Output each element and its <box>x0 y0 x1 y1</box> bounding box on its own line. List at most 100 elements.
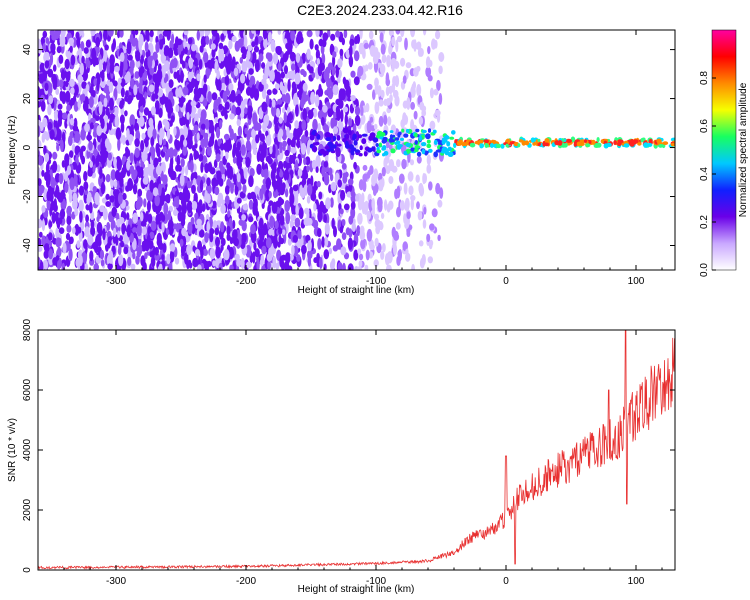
signal-ridge-cell <box>670 142 675 147</box>
spectral-noise-cell <box>315 30 320 38</box>
spectral-noise-cell <box>44 152 50 163</box>
spectral-noise-cell <box>62 112 68 120</box>
y-tick-label: 0 <box>22 567 33 573</box>
spectral-noise-cell <box>415 42 421 50</box>
spectral-noise-cell <box>342 106 349 113</box>
spectral-noise-cell <box>103 97 108 108</box>
spectral-noise-cell <box>335 30 341 38</box>
spectral-noise-cell <box>203 135 209 148</box>
spectral-noise-cell <box>405 248 409 255</box>
spectral-noise-cell <box>200 246 204 260</box>
spectral-noise-cell <box>413 39 417 52</box>
spectral-noise-cell <box>267 260 271 270</box>
spectral-noise-cell <box>152 187 159 197</box>
spectral-noise-cell <box>85 214 89 223</box>
spectrogram-cells <box>38 30 675 270</box>
spectral-noise-cell <box>287 112 294 122</box>
spectral-noise-cell <box>122 155 127 163</box>
spectral-noise-cell <box>261 161 265 171</box>
spectral-noise-cell <box>306 64 311 71</box>
chart-title: C2E3.2024.233.04.42.R16 <box>297 2 463 18</box>
spectral-noise-cell <box>388 176 394 184</box>
spectral-noise-cell <box>105 174 111 183</box>
spectral-noise-cell <box>102 207 108 221</box>
spectral-noise-cell <box>38 125 41 138</box>
spectral-noise-cell <box>402 112 407 125</box>
spectral-noise-cell <box>193 150 200 160</box>
spectral-noise-cell <box>274 83 280 90</box>
spectral-noise-cell <box>168 147 175 159</box>
spectral-noise-cell <box>245 78 250 86</box>
signal-ridge-cell <box>469 142 476 148</box>
spectral-noise-cell <box>398 173 405 184</box>
spectral-noise-cell <box>43 145 47 156</box>
spectral-noise-cell <box>273 116 278 126</box>
spectral-noise-cell <box>428 60 433 67</box>
spectral-noise-cell <box>256 163 262 175</box>
spectral-noise-cell <box>362 164 368 171</box>
spectral-noise-cell <box>148 117 154 127</box>
spectral-noise-cell <box>183 126 189 138</box>
signal-ridge-cell <box>563 143 568 148</box>
spectral-noise-cell <box>295 65 300 76</box>
spectral-noise-cell <box>283 111 287 124</box>
spectral-noise-cell <box>429 223 435 231</box>
spectral-noise-cell <box>323 249 330 260</box>
spectral-noise-cell <box>180 158 185 168</box>
spectral-noise-cell <box>279 214 285 226</box>
signal-ridge-cell <box>640 138 645 143</box>
spectral-noise-cell <box>268 228 273 236</box>
spectral-noise-cell <box>74 208 79 217</box>
spectral-noise-cell <box>196 30 200 41</box>
spectral-noise-cell <box>378 99 384 107</box>
spectral-noise-cell <box>236 158 241 167</box>
spectral-noise-cell <box>90 219 95 229</box>
spectral-noise-cell <box>93 78 97 86</box>
spectral-noise-cell <box>95 157 100 168</box>
spectral-noise-cell <box>113 157 118 168</box>
spectral-noise-cell <box>248 199 254 210</box>
spectral-noise-cell <box>266 253 273 262</box>
spectral-noise-cell <box>326 86 331 94</box>
spectral-noise-cell <box>213 100 218 113</box>
spectral-noise-cell <box>254 36 259 46</box>
spectral-noise-cell <box>284 149 290 157</box>
spectral-noise-cell <box>293 94 297 107</box>
spectral-noise-cell <box>123 235 130 245</box>
spectral-noise-cell <box>38 86 41 96</box>
spectral-noise-cell <box>132 212 138 224</box>
spectral-noise-cell <box>102 61 107 72</box>
spectral-noise-cell <box>194 79 199 92</box>
spectral-noise-cell <box>203 51 209 64</box>
spectral-noise-cell <box>168 79 174 89</box>
spectral-noise-cell <box>111 42 115 53</box>
spectral-noise-cell <box>295 104 299 117</box>
spectral-noise-cell <box>235 95 239 103</box>
spectral-noise-cell <box>252 148 257 155</box>
spectral-noise-cell <box>238 233 242 247</box>
spectral-noise-cell <box>170 172 175 180</box>
spectral-noise-cell <box>122 192 127 201</box>
signal-ridge-cell <box>332 135 337 142</box>
spectral-noise-cell <box>135 149 139 157</box>
spectral-noise-cell <box>332 126 339 135</box>
x-tick-label: 0 <box>503 576 509 587</box>
spectral-noise-cell <box>120 78 126 87</box>
signal-ridge-cell <box>322 150 327 157</box>
spectral-noise-cell <box>283 160 287 169</box>
spectral-noise-cell <box>220 237 226 247</box>
spectral-noise-cell <box>253 45 260 53</box>
spectral-noise-cell <box>180 244 186 257</box>
spectral-noise-cell <box>99 166 103 179</box>
spectral-noise-cell <box>302 82 308 92</box>
x-tick-label: -200 <box>236 276 256 287</box>
spectral-noise-cell <box>381 177 385 188</box>
spectral-noise-cell <box>66 165 72 175</box>
spectral-noise-cell <box>281 229 286 236</box>
spectral-noise-cell <box>125 90 129 98</box>
spectral-noise-cell <box>212 200 217 209</box>
spectral-noise-cell <box>89 160 93 168</box>
spectral-noise-cell <box>117 138 121 152</box>
spectral-noise-cell <box>68 37 75 45</box>
spectral-noise-cell <box>57 260 61 270</box>
